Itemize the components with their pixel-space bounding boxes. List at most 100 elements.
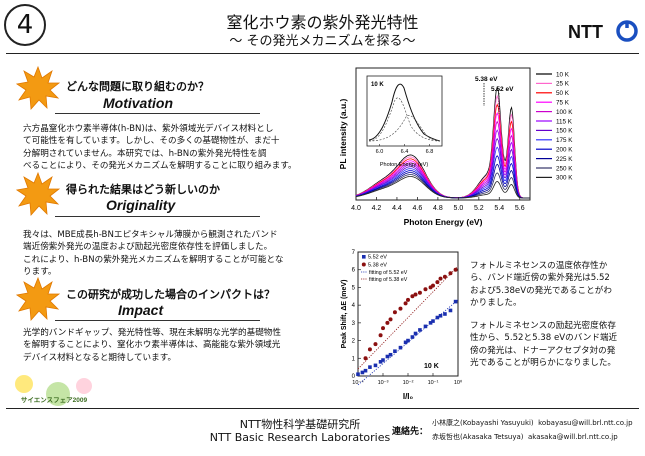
x-axis-label: Photon Energy (eV) [404, 217, 483, 227]
data-point-538 [448, 271, 453, 276]
inset-tick-label: 6.4 [401, 149, 409, 155]
originality-text: 我々は、MBE成長h-BNエピタキシャル薄膜から観測されたバンド 端近傍紫外発光… [23, 230, 284, 278]
data-point-552 [398, 345, 403, 350]
legend-label: fitting of 5.52 eV [369, 270, 408, 276]
footer-divider [6, 408, 639, 409]
contact-email[interactable]: kobayasu@will.brl.ntt.co.jp [538, 419, 633, 427]
motivation-text: 六方晶窒化ホウ素半導体(h-BN)は、紫外領域光デバイス材料とし て可能性を有し… [23, 124, 297, 172]
data-point-552 [410, 335, 415, 339]
legend-marker [362, 255, 366, 259]
originality-underline [55, 216, 260, 217]
contact-name: 赤坂哲也(Akasaka Tetsuya) [432, 433, 524, 441]
data-point-538 [413, 292, 418, 297]
inset-frame [366, 75, 443, 147]
data-point-538 [381, 326, 385, 331]
data-point-552 [438, 313, 443, 318]
legend-label: 200 K [556, 147, 573, 154]
inset-x-label: Photon Energy (eV) [380, 162, 428, 168]
page-title: 窒化ホウ素の紫外発光特性 [226, 13, 419, 32]
impact-text: 光学的バンドギャップ、発光特性等、現在未解明な光学的基礎物性 を解明することによ… [23, 328, 281, 363]
data-point-552 [418, 328, 422, 332]
data-point-552 [393, 349, 397, 353]
legend-label: 115 K [556, 118, 573, 125]
contact-2: 赤坂哲也(Akasaka Tetsuya) akasaka@will.brl.n… [432, 432, 618, 442]
inset-tick-label: 6.8 [426, 149, 434, 155]
data-point-552 [448, 308, 453, 313]
data-point-538 [367, 347, 372, 352]
legend-label: 5.52 eV [368, 255, 387, 261]
data-point-552 [388, 352, 393, 357]
header-divider [6, 53, 639, 54]
page-subtitle: ～ その発光メカニズムを探る～ [229, 34, 416, 49]
data-point-538 [403, 301, 408, 306]
data-point-552 [406, 338, 410, 343]
y-tick-label: 3 [352, 321, 356, 327]
inset-fit-2 [368, 115, 441, 142]
data-point-552 [423, 324, 428, 329]
pl-spectrum-chart: 4.0 4.2 4.4 4.6 4.8 5.0 5.2 5.4 5.6 Photon Energ… [338, 67, 573, 227]
data-point-552 [368, 365, 372, 369]
data-point-552 [363, 368, 368, 373]
data-point-538 [431, 283, 435, 288]
x-tick-label: 5.6 [515, 205, 525, 212]
y-tick-label: 5 [352, 285, 356, 291]
data-point-552 [385, 354, 390, 359]
lab-name-japanese: NTT物性科学基礎研究所 [239, 418, 361, 431]
legend-label: 25 K [556, 81, 570, 88]
motivation-question: どんな問題に取り組むのか？ [66, 80, 209, 93]
data-point-538 [410, 294, 415, 299]
data-point-552 [356, 372, 360, 377]
inset-label: 10 K [371, 82, 384, 88]
data-point-538 [398, 306, 403, 311]
x-tick-label: 4.2 [372, 205, 382, 212]
inset-curve [368, 83, 441, 142]
x-tick-label: 5.2 [474, 205, 484, 212]
annotation-10k: 10 K [424, 363, 439, 370]
starburst-icon [16, 66, 60, 110]
data-point-552 [403, 340, 408, 345]
legend-label: 100 K [556, 109, 573, 116]
legend-marker [361, 262, 366, 267]
originality-keyword: Originality [106, 197, 176, 213]
x-tick-label: 10⁻⁴ [352, 379, 364, 386]
x-tick-label: 10⁻³ [378, 380, 389, 386]
inset-fit-1 [368, 97, 441, 142]
contact-email[interactable]: akasaka@will.brl.ntt.co.jp [527, 433, 618, 441]
data-point-538 [363, 356, 368, 361]
legend-label: 150 K [556, 128, 573, 135]
impact-question: この研究が成功した場合のインパクトは？ [66, 288, 275, 301]
data-point-538 [378, 333, 383, 338]
x-tick-label: 4.6 [413, 205, 423, 212]
starburst-icon [16, 172, 60, 216]
annotation-552: 5.52 eV [491, 86, 514, 93]
data-point-552 [431, 319, 435, 323]
x-tick-label: 10⁰ [454, 379, 462, 386]
data-point-538 [423, 287, 428, 292]
legend-label: fitting of 5.38 eV [369, 277, 408, 283]
impact-underline [55, 320, 260, 321]
data-point-552 [443, 312, 447, 316]
y-tick-label: 0 [352, 374, 356, 380]
y-tick-label: 2 [352, 339, 356, 345]
temperature-caption: フォトルミネセンスの温度依存性か ら、バンド端近傍の紫外発光は5.52 および5… [470, 261, 612, 309]
section-number-badge: 4 [4, 4, 46, 46]
legend-label: 175 K [556, 137, 573, 144]
originality-question: 得られた結果はどう新しいのか [66, 183, 220, 196]
data-point-552 [413, 331, 418, 336]
inset-tick-label: 6.0 [376, 149, 384, 155]
x-tick-label: 4.4 [392, 205, 402, 212]
data-point-552 [381, 358, 385, 362]
legend-label: 225 K [556, 156, 573, 163]
ntt-logo: NTT [568, 20, 638, 42]
spectrum-series-line [355, 176, 530, 199]
legend-label: 300 K [556, 175, 573, 182]
lab-name-english: NTT Basic Research Laboratories [209, 431, 391, 444]
badge-text: サイエンスフェア2009 [21, 396, 88, 404]
power-caption: フォトルミネセンスの励起光密度依存 性から、5.52と5.38 eVのバンド端近… [470, 321, 618, 369]
data-point-538 [392, 310, 397, 315]
fit-line [357, 299, 459, 386]
data-point-538 [442, 274, 447, 279]
y-tick-label: 4 [352, 303, 356, 309]
data-point-538 [435, 280, 440, 285]
data-point-538 [438, 276, 443, 281]
